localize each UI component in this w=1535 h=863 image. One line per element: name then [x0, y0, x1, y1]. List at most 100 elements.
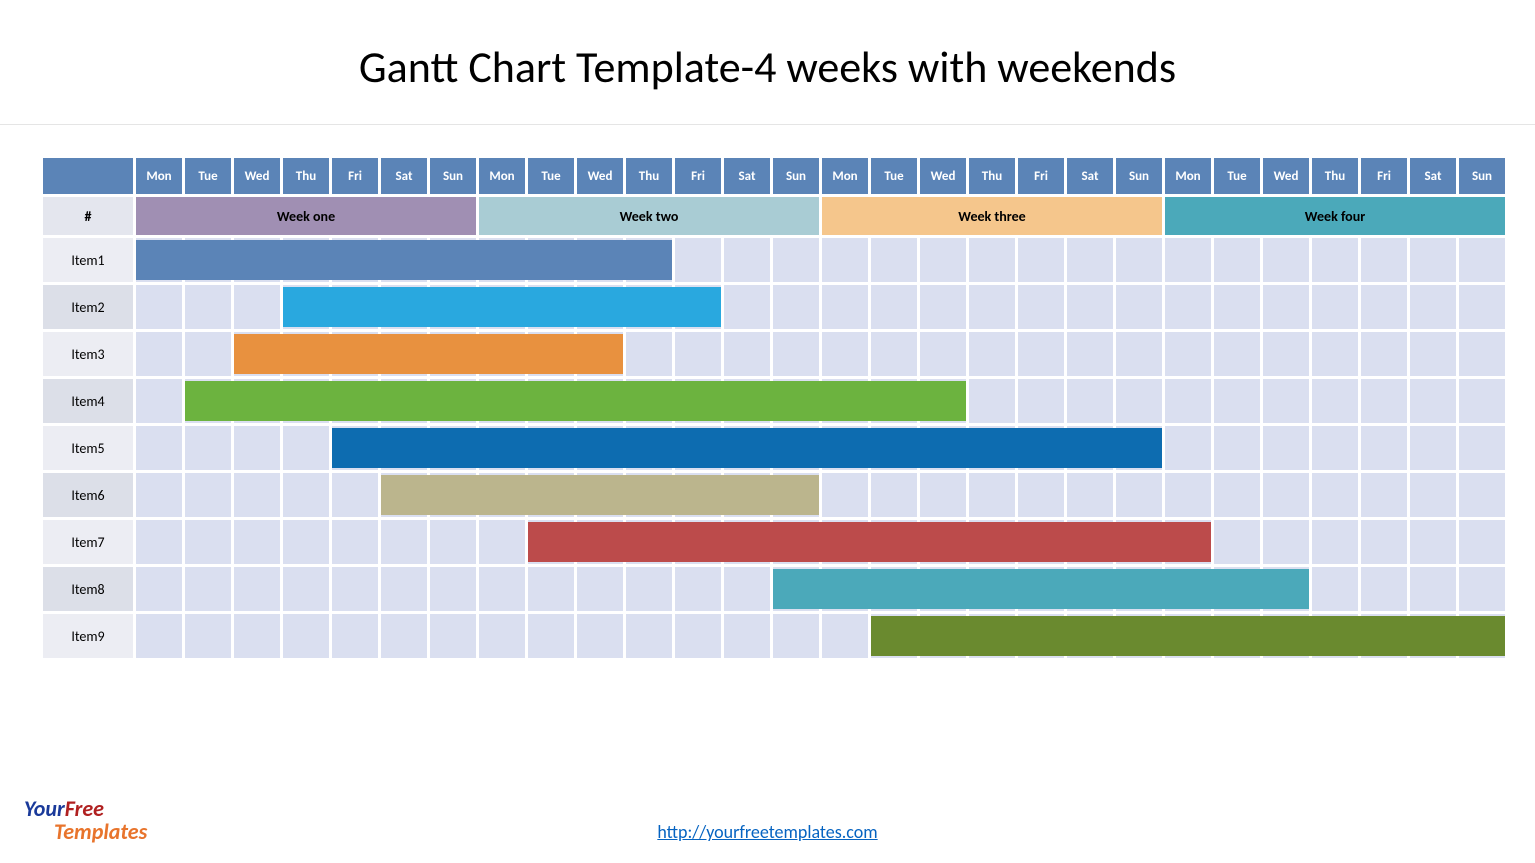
gantt-bar	[917, 522, 969, 562]
gantt-cell	[1361, 238, 1407, 282]
gantt-bar	[868, 569, 920, 609]
gantt-cell	[1116, 426, 1162, 470]
item-label: Item4	[43, 379, 133, 423]
gantt-cell	[1116, 520, 1162, 564]
gantt-cell	[430, 567, 476, 611]
gantt-cell	[577, 379, 623, 423]
gantt-bar	[917, 428, 969, 468]
week-label: Week four	[1165, 197, 1505, 235]
gantt-bar	[427, 428, 479, 468]
gantt-bar	[525, 334, 577, 374]
gantt-cell	[1312, 473, 1358, 517]
gantt-cell	[185, 614, 231, 658]
gantt-cell	[332, 238, 378, 282]
footer-link[interactable]: http://yourfreetemplates.com	[657, 821, 877, 843]
gantt-bar	[1309, 616, 1361, 656]
footer: http://yourfreetemplates.com	[0, 821, 1535, 843]
gantt-cell	[136, 614, 182, 658]
gantt-cell	[773, 614, 819, 658]
gantt-cell	[381, 379, 427, 423]
gantt-cell	[185, 379, 231, 423]
gantt-cell	[1410, 426, 1456, 470]
gantt-bar	[283, 287, 332, 327]
gantt-cell	[1214, 614, 1260, 658]
gantt-cell	[1410, 520, 1456, 564]
gantt-bar	[476, 334, 528, 374]
gantt-cell	[1214, 332, 1260, 376]
week-row: #Week oneWeek twoWeek threeWeek four	[43, 197, 1505, 235]
gantt-cell	[577, 426, 623, 470]
gantt-cell	[969, 567, 1015, 611]
gantt-bar	[231, 381, 283, 421]
gantt-cell	[479, 567, 525, 611]
gantt-cell	[626, 379, 672, 423]
gantt-cell	[479, 473, 525, 517]
gantt-bar	[329, 334, 381, 374]
gantt-cell	[920, 285, 966, 329]
gantt-cell	[479, 426, 525, 470]
gantt-bar	[623, 381, 675, 421]
gantt-bar	[574, 475, 626, 515]
gantt-cell	[430, 426, 476, 470]
gantt-cell	[332, 567, 378, 611]
gantt-cell	[969, 285, 1015, 329]
gantt-cell	[969, 238, 1015, 282]
gantt-cell	[1214, 473, 1260, 517]
gantt-bar	[917, 381, 966, 421]
gantt-bar	[574, 522, 626, 562]
gantt-cell	[1165, 238, 1211, 282]
day-header: Sun	[1116, 158, 1162, 194]
gantt-bar	[1162, 522, 1211, 562]
gantt-cell	[528, 379, 574, 423]
gantt-bar	[476, 475, 528, 515]
gantt-cell	[1214, 567, 1260, 611]
gantt-bar	[1015, 522, 1067, 562]
gantt-bar	[672, 522, 724, 562]
gantt-cell	[185, 332, 231, 376]
gantt-cell	[136, 567, 182, 611]
day-header: Tue	[871, 158, 917, 194]
gantt-cell	[626, 332, 672, 376]
gantt-cell	[871, 285, 917, 329]
gantt-bar	[378, 240, 430, 280]
gantt-cell	[920, 567, 966, 611]
gantt-cell	[577, 614, 623, 658]
gantt-bar	[819, 428, 871, 468]
day-header: Thu	[283, 158, 329, 194]
gantt-bar	[234, 334, 283, 374]
gantt-cell	[332, 473, 378, 517]
gantt-cell	[1116, 285, 1162, 329]
gantt-cell	[1018, 332, 1064, 376]
gantt-cell	[577, 285, 623, 329]
gantt-bar	[574, 240, 626, 280]
gantt-cell	[381, 426, 427, 470]
gantt-cell	[724, 614, 770, 658]
gantt-cell	[675, 520, 721, 564]
gantt-row: Item9	[43, 614, 1505, 658]
gantt-bar	[770, 475, 819, 515]
gantt-bar	[427, 381, 479, 421]
gantt-cell	[675, 285, 721, 329]
gantt-cell	[528, 238, 574, 282]
week-label: Week one	[136, 197, 476, 235]
gantt-cell	[1165, 567, 1211, 611]
gantt-bar	[672, 428, 724, 468]
gantt-cell	[283, 426, 329, 470]
gantt-cell	[283, 332, 329, 376]
gantt-cell	[283, 285, 329, 329]
gantt-cell	[1312, 426, 1358, 470]
gantt-bar	[381, 475, 430, 515]
day-header: Fri	[1361, 158, 1407, 194]
gantt-cell	[969, 473, 1015, 517]
gantt-bar	[329, 287, 381, 327]
gantt-cell	[1116, 567, 1162, 611]
gantt-cell	[1165, 473, 1211, 517]
gantt-cell	[724, 520, 770, 564]
gantt-bar	[770, 381, 822, 421]
gantt-cell	[283, 238, 329, 282]
day-header: Wed	[1263, 158, 1309, 194]
gantt-cell	[1067, 426, 1113, 470]
gantt-bar	[770, 428, 822, 468]
gantt-cell	[969, 426, 1015, 470]
gantt-cell	[234, 332, 280, 376]
